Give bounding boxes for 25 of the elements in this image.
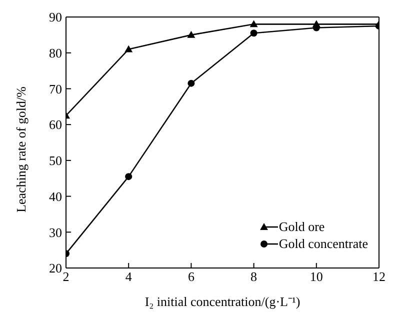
x-tick-label: 2 (62, 269, 70, 284)
y-tick-label: 80 (49, 45, 62, 60)
point (125, 173, 132, 180)
x-tick-label: 8 (250, 269, 258, 284)
point (250, 20, 258, 28)
point (187, 30, 196, 38)
y-tick-label: 40 (49, 188, 62, 204)
point (124, 45, 133, 52)
point (312, 20, 320, 28)
x-tick-label: 10 (310, 269, 323, 284)
legend-label: Gold ore (278, 218, 325, 235)
x-tick-label: 12 (372, 269, 386, 284)
y-tick-label: 20 (49, 260, 62, 276)
y-tick-label: 90 (49, 10, 62, 25)
y-tick-label: 60 (49, 117, 62, 132)
y-tick-label: 30 (49, 224, 62, 240)
x-tick-label: 4 (125, 269, 132, 284)
point (188, 80, 195, 87)
y-tick-label: 50 (49, 153, 62, 168)
y-tick-label: 70 (49, 81, 62, 96)
y-axis-title: Leaching rate of gold/% (14, 86, 29, 212)
legend-label: Gold concentrate (278, 235, 368, 252)
point (250, 30, 258, 37)
x-tick-label: 6 (188, 269, 195, 284)
x-axis-title: I₂ initial concentration/(g·L⁻¹) (144, 294, 300, 309)
